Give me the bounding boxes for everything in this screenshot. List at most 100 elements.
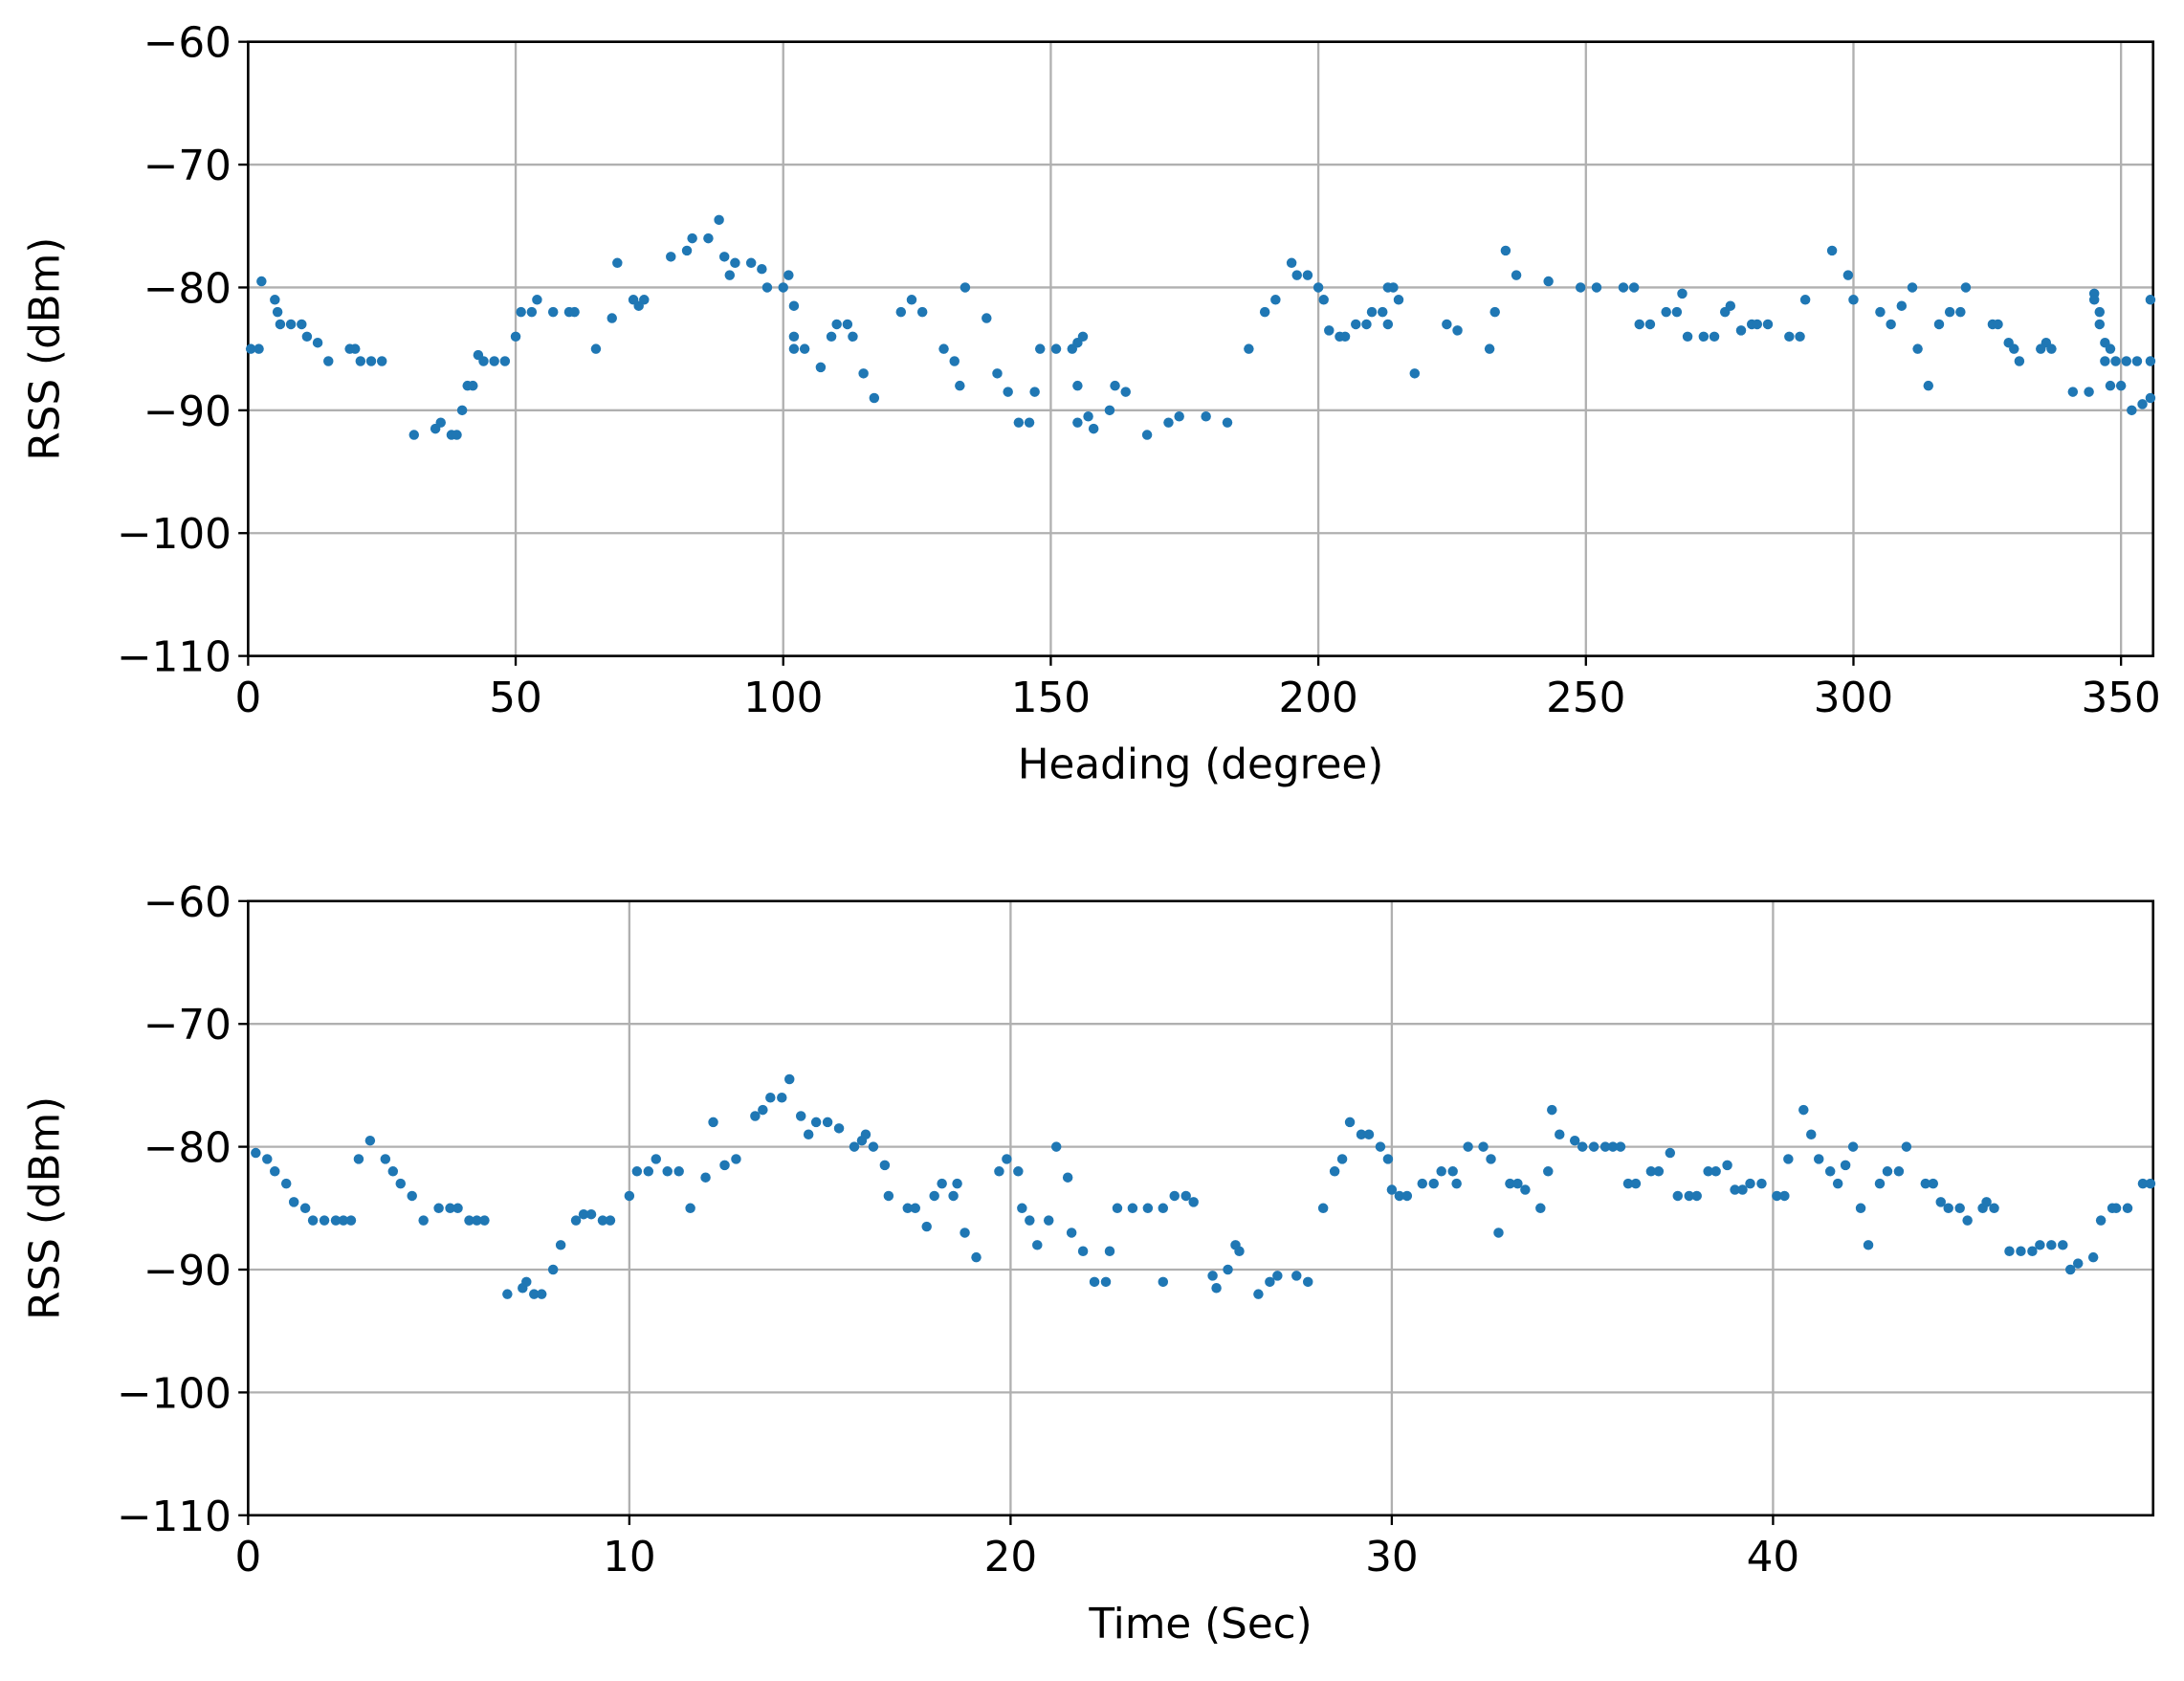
data-point xyxy=(929,1190,939,1202)
data-point xyxy=(1478,1141,1489,1152)
data-point xyxy=(1062,1172,1073,1183)
data-point xyxy=(521,1276,532,1288)
data-point xyxy=(1112,1203,1123,1214)
data-point xyxy=(849,1141,860,1152)
data-point xyxy=(921,1221,932,1232)
data-point xyxy=(949,356,960,366)
data-point xyxy=(643,1166,654,1177)
data-point xyxy=(1500,245,1511,256)
x-tick-label: 350 xyxy=(2081,674,2160,722)
data-point xyxy=(883,1190,894,1202)
data-point xyxy=(1806,1129,1817,1140)
y-axis-label: RSS (dBm) xyxy=(20,1096,69,1320)
data-point xyxy=(1874,1178,1886,1189)
data-point xyxy=(2058,1240,2068,1250)
data-point xyxy=(1628,282,1640,293)
data-point xyxy=(842,319,853,330)
data-point xyxy=(1366,306,1378,318)
data-point xyxy=(703,232,714,244)
data-point xyxy=(2072,1258,2084,1269)
data-point xyxy=(2046,1240,2057,1250)
data-point xyxy=(1615,1141,1626,1152)
data-point xyxy=(578,1208,589,1220)
data-point xyxy=(719,1160,730,1171)
y-tick-label: −110 xyxy=(117,633,232,682)
data-point xyxy=(478,356,489,366)
data-point xyxy=(1484,343,1495,354)
data-point xyxy=(338,1215,349,1226)
data-point xyxy=(681,245,693,256)
data-point xyxy=(757,263,767,275)
data-point xyxy=(815,362,827,373)
data-point xyxy=(895,306,907,318)
data-point xyxy=(624,1190,635,1202)
data-point xyxy=(1375,1141,1386,1152)
data-point xyxy=(330,1215,342,1226)
y-tick-label: −80 xyxy=(143,264,232,313)
data-point xyxy=(1832,1178,1843,1189)
x-tick-label: 30 xyxy=(1365,1533,1419,1581)
data-point xyxy=(971,1251,982,1263)
data-point xyxy=(1725,300,1736,311)
data-point xyxy=(1923,380,1934,391)
data-point xyxy=(982,313,992,323)
data-point xyxy=(479,1215,490,1226)
data-point xyxy=(1826,245,1838,256)
data-point xyxy=(2145,392,2156,404)
data-point xyxy=(1388,282,1399,293)
data-point xyxy=(1762,319,1774,330)
data-point xyxy=(1291,270,1302,280)
data-point xyxy=(472,1215,482,1226)
data-point xyxy=(1351,319,1361,330)
data-point xyxy=(765,1093,776,1103)
data-point xyxy=(418,1215,429,1226)
data-point xyxy=(718,252,730,262)
data-point xyxy=(1799,295,1811,305)
data-point xyxy=(1505,1178,1515,1189)
data-point xyxy=(452,430,462,440)
data-point xyxy=(1653,1166,1665,1177)
data-point xyxy=(1077,331,1089,343)
data-point xyxy=(1730,1184,1740,1195)
data-point xyxy=(2009,343,2019,354)
data-point xyxy=(1029,387,1040,397)
data-point xyxy=(1735,325,1747,336)
data-point xyxy=(1110,380,1120,391)
data-point xyxy=(938,343,949,354)
data-point xyxy=(408,430,420,440)
data-point xyxy=(1684,1190,1694,1202)
data-point xyxy=(2105,343,2116,354)
y-tick-label: −70 xyxy=(143,1001,232,1050)
data-point xyxy=(1127,1203,1138,1214)
data-point xyxy=(1512,1178,1523,1189)
data-point xyxy=(607,313,617,323)
data-point xyxy=(2067,387,2079,397)
data-point xyxy=(2065,1264,2076,1275)
data-point xyxy=(516,306,526,318)
data-point xyxy=(1234,1246,1245,1256)
data-point xyxy=(1798,1104,1809,1116)
data-point xyxy=(1848,295,1859,305)
data-point xyxy=(778,282,788,293)
data-point xyxy=(1520,1184,1531,1195)
data-point xyxy=(860,1129,871,1140)
data-point xyxy=(1779,1190,1790,1202)
data-point xyxy=(810,1117,822,1128)
data-point xyxy=(2145,1178,2156,1189)
data-point xyxy=(2004,1246,2015,1256)
data-point xyxy=(1634,319,1644,330)
data-point xyxy=(1840,1160,1851,1171)
data-point xyxy=(1163,417,1174,428)
data-point xyxy=(1981,1197,1992,1207)
data-point xyxy=(1630,1178,1642,1189)
data-point xyxy=(1442,319,1452,330)
data-point xyxy=(612,257,623,269)
data-point xyxy=(1025,1215,1035,1226)
data-point xyxy=(1920,1178,1931,1189)
data-point xyxy=(1535,1203,1546,1214)
data-point xyxy=(724,270,736,280)
data-point xyxy=(323,356,334,366)
data-point xyxy=(631,1166,643,1177)
data-point xyxy=(960,1228,970,1238)
data-point xyxy=(1428,1178,1439,1189)
